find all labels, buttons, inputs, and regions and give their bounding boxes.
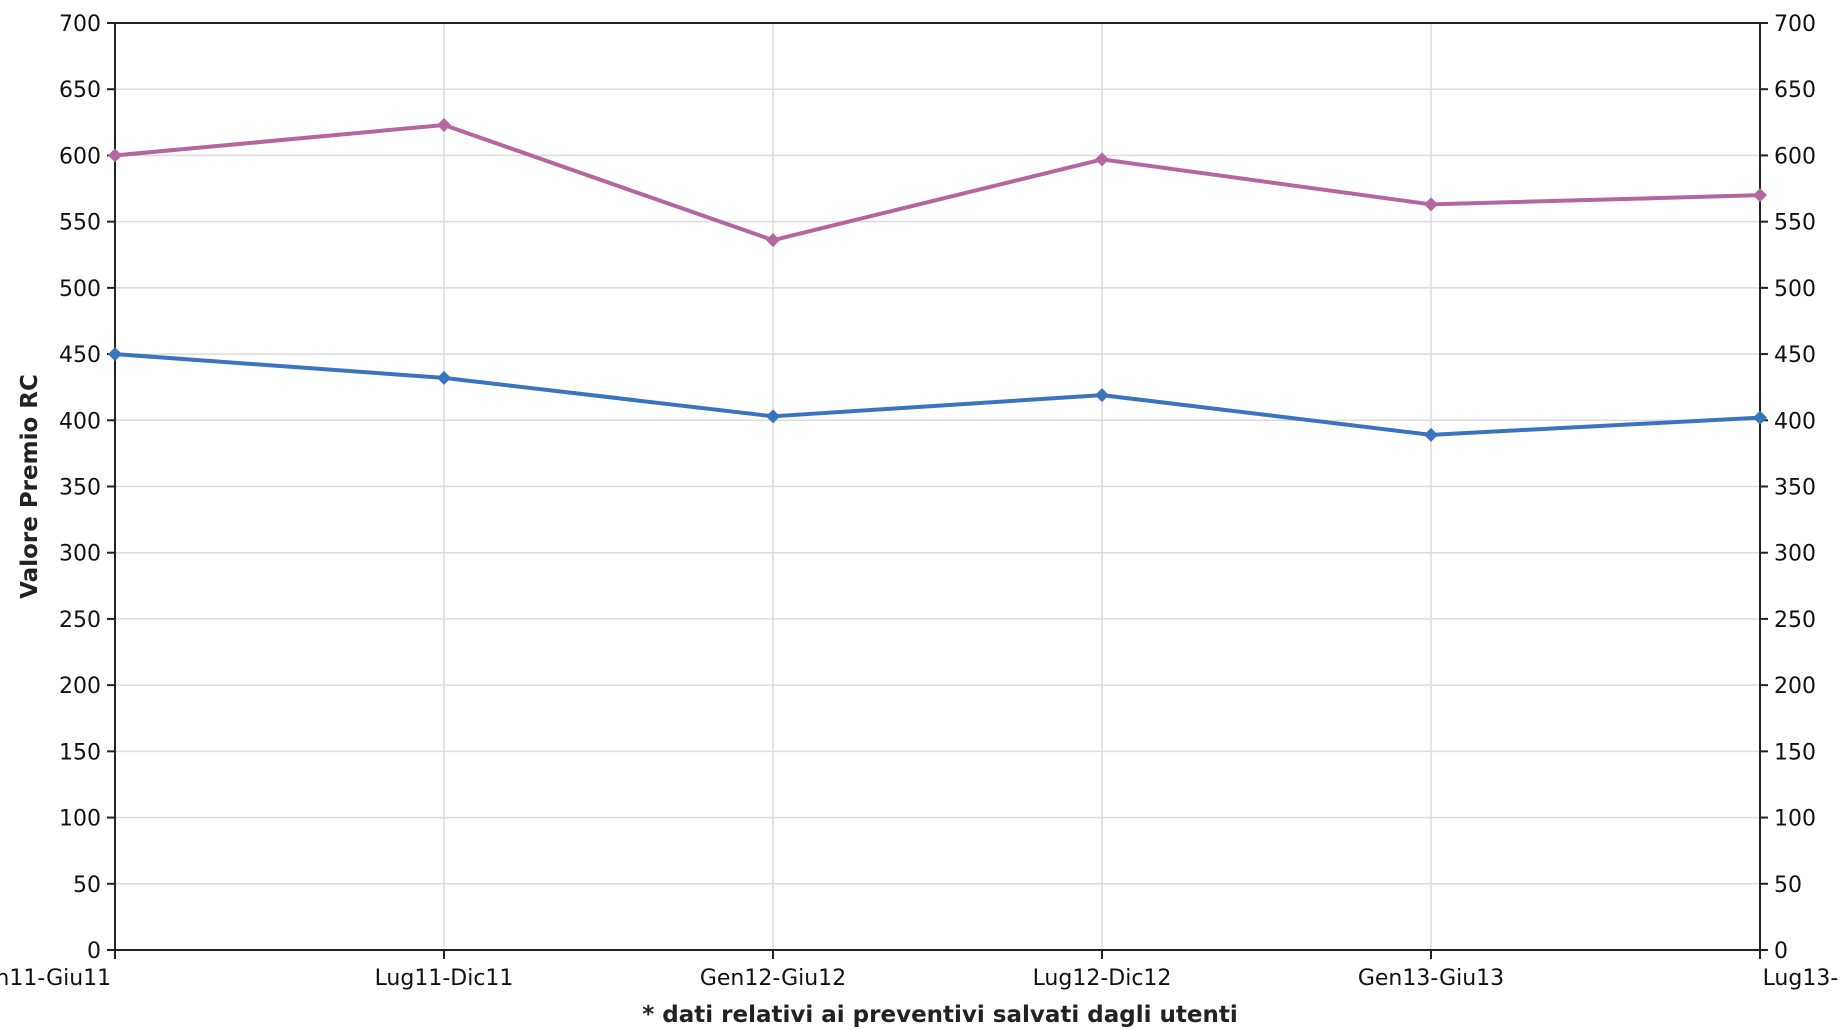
x-tick-label: Gen12-Giu12 xyxy=(700,966,846,991)
y2-tick-label: 100 xyxy=(1774,807,1816,832)
y-tick-label: 0 xyxy=(87,939,101,964)
series-1 xyxy=(108,117,1767,248)
data-point xyxy=(437,370,451,385)
y-tick-label: 200 xyxy=(59,674,101,699)
x-tick-label: Gen11-Giu11 xyxy=(0,966,111,991)
y-tick-label: 700 xyxy=(59,12,101,37)
y2-tick-label: 0 xyxy=(1774,939,1788,964)
series-line xyxy=(114,352,1761,437)
y2-tick-label: 200 xyxy=(1774,674,1816,699)
y-tick-label: 150 xyxy=(59,740,101,765)
data-point xyxy=(766,409,780,424)
y2-tick-label: 400 xyxy=(1774,409,1816,434)
y-tick-label: 500 xyxy=(59,277,101,302)
y2-tick-label: 450 xyxy=(1774,343,1816,368)
data-point xyxy=(1095,152,1109,167)
data-point xyxy=(1753,410,1767,425)
y-tick-label: 250 xyxy=(59,608,101,633)
y-tick-label: 50 xyxy=(73,873,101,898)
series-line xyxy=(114,122,1761,243)
x-axis-title: * dati relativi ai preventivi salvati da… xyxy=(642,1002,1238,1028)
y2-tick-label: 700 xyxy=(1774,12,1816,37)
x-tick-label: Lug12-Dic12 xyxy=(1033,966,1172,991)
y-tick-label: 450 xyxy=(59,343,101,368)
y-tick-label: 650 xyxy=(59,78,101,103)
data-point xyxy=(108,347,122,362)
x-tick-label: Lug11-Dic11 xyxy=(375,966,514,991)
y-tick-label: 550 xyxy=(59,211,101,236)
y2-tick-label: 50 xyxy=(1774,873,1802,898)
data-point xyxy=(1095,388,1109,403)
data-point xyxy=(1424,197,1438,212)
y-tick-label: 600 xyxy=(59,144,101,169)
x-tick-label: Gen13-Giu13 xyxy=(1358,966,1504,991)
y2-tick-label: 250 xyxy=(1774,608,1816,633)
y-tick-label: 300 xyxy=(59,542,101,567)
y-axis-title: Valore Premio RC xyxy=(17,374,43,599)
y2-tick-label: 550 xyxy=(1774,211,1816,236)
series-group xyxy=(108,117,1767,442)
data-point xyxy=(766,233,780,248)
x-tick-label: Lug13-Dic13 xyxy=(1763,966,1840,991)
y2-tick-label: 650 xyxy=(1774,78,1816,103)
y-tick-label: 350 xyxy=(59,476,101,501)
axis-ticks: 0501001502002503003504004505005506006507… xyxy=(0,12,1840,991)
y2-tick-label: 500 xyxy=(1774,277,1816,302)
gridlines xyxy=(115,23,1760,950)
y2-tick-label: 300 xyxy=(1774,542,1816,567)
data-point xyxy=(1753,188,1767,203)
y-tick-label: 400 xyxy=(59,409,101,434)
y-tick-label: 100 xyxy=(59,807,101,832)
y2-tick-label: 150 xyxy=(1774,740,1816,765)
y2-tick-label: 600 xyxy=(1774,144,1816,169)
data-point xyxy=(437,117,451,132)
data-point xyxy=(108,148,122,163)
series-2 xyxy=(108,347,1767,442)
data-point xyxy=(1424,427,1438,442)
y2-tick-label: 350 xyxy=(1774,476,1816,501)
